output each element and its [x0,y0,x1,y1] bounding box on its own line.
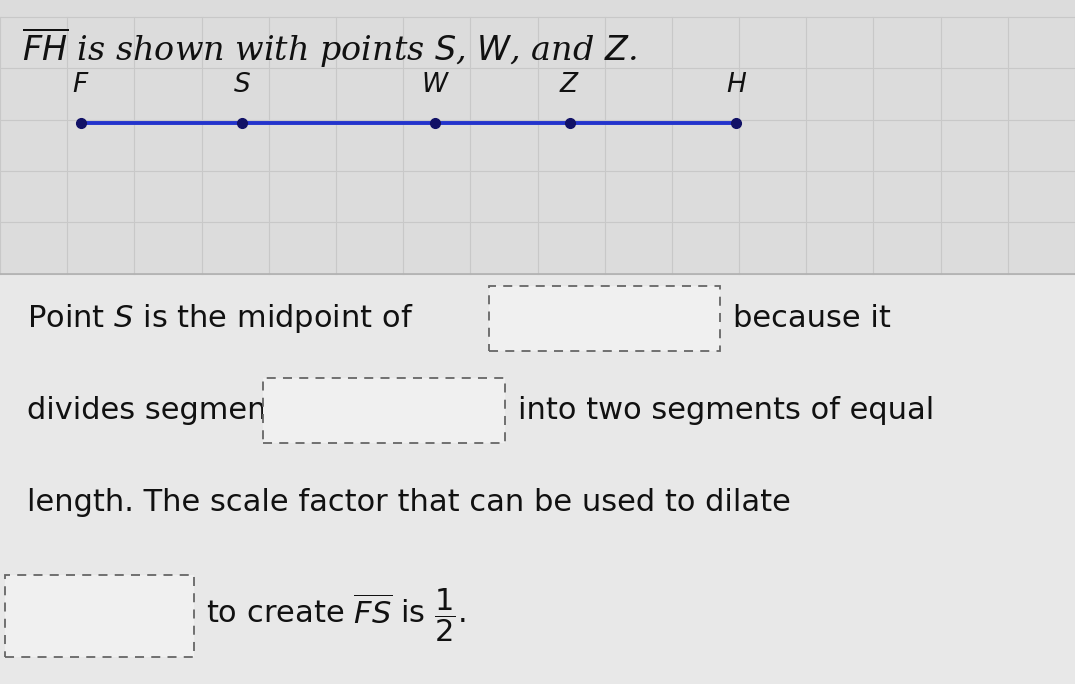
Bar [0,0,1075,274]
FancyBboxPatch shape [489,286,720,350]
Text: $H$: $H$ [726,72,747,97]
Text: $\overline{FH}$ is shown with points $S$, $W$, and $Z$.: $\overline{FH}$ is shown with points $S$… [22,26,636,70]
Text: $F$: $F$ [72,72,89,97]
Text: because it: because it [733,304,891,332]
Text: to create $\overline{FS}$ is $\dfrac{1}{2}$.: to create $\overline{FS}$ is $\dfrac{1}{… [206,587,467,644]
Text: $W$: $W$ [421,72,449,97]
Text: $Z$: $Z$ [559,72,580,97]
FancyBboxPatch shape [5,575,194,657]
Text: $S$: $S$ [233,72,250,97]
Text: Point $S$ is the midpoint of: Point $S$ is the midpoint of [27,302,413,334]
FancyBboxPatch shape [263,378,505,443]
Text: into two segments of equal: into two segments of equal [518,396,934,425]
Text: divides segment: divides segment [27,396,278,425]
Text: length. The scale factor that can be used to dilate: length. The scale factor that can be use… [27,488,791,517]
